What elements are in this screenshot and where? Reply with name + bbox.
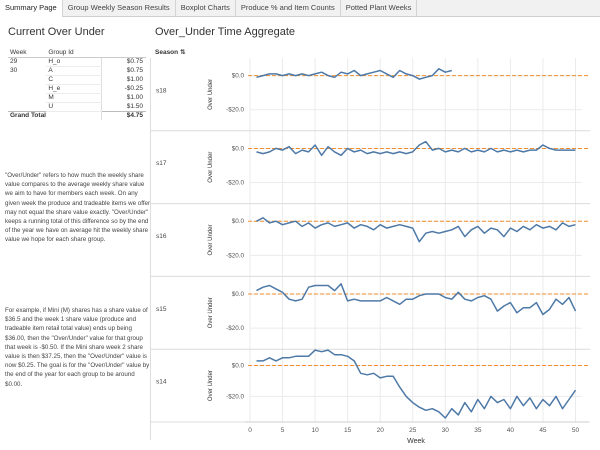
y-tick-label: $0.0 <box>232 363 245 370</box>
cell-week: 30 <box>10 67 18 74</box>
header-value <box>101 48 146 58</box>
tab-boxplot-charts[interactable]: Boxplot Charts <box>176 0 236 16</box>
tab-potted-plant-weeks[interactable]: Potted Plant Weeks <box>341 0 418 16</box>
tab-summary-page[interactable]: Summary Page <box>0 0 63 17</box>
y-tick-label: $0.0 <box>232 291 245 298</box>
sort-icon[interactable]: ⇅ <box>179 49 186 56</box>
table-header-row: Week Group Id <box>8 48 146 58</box>
x-tick-label: 0 <box>248 427 252 434</box>
cell-group: C <box>46 75 102 85</box>
over-under-description: "Over/Under" refers to how much the week… <box>5 172 151 244</box>
cell-group: H_o <box>46 57 102 67</box>
chart-title: Over_Under Time Aggregate <box>155 26 296 38</box>
x-tick-label: 25 <box>409 427 417 434</box>
cell-value: $0.75 <box>100 66 146 75</box>
y-tick-label: -$20.0 <box>226 180 244 187</box>
x-tick-label: 15 <box>344 427 352 434</box>
table-row[interactable]: M $1.00 <box>8 93 146 103</box>
series-line-s15 <box>256 283 577 316</box>
current-over-under-table: Week Group Id 29 H_o $0.75 30 A $0.75 C $1.00… <box>8 48 146 120</box>
left-panel: Current Over Under <box>8 26 148 38</box>
x-tick-label: 45 <box>539 427 547 434</box>
panel-s18: s18 Over Under $0.0 -$20.0 <box>150 68 590 132</box>
tab-group-weekly-season-results[interactable]: Group Weekly Season Results <box>63 0 176 16</box>
cell-value: -$0.25 <box>100 84 146 93</box>
cell-group: M <box>46 93 102 103</box>
panel-s17: s17 Over Under $0.0 -$20.0 <box>150 140 590 205</box>
x-tick-label: 5 <box>281 427 285 434</box>
panel-s14: s14 Over Under $0.0 -$20.0 <box>150 349 590 423</box>
tab-bar: Summary Page Group Weekly Season Results… <box>0 0 600 17</box>
cell-value: $1.50 <box>100 102 146 111</box>
tab-produce-item-counts[interactable]: Produce % and Item Counts <box>236 0 341 16</box>
y-tick-label: -$20.0 <box>226 325 244 332</box>
season-header[interactable]: Season ⇅ <box>155 48 185 56</box>
grand-total-value: $4.75 <box>100 110 146 120</box>
table-row[interactable]: 30 A $0.75 <box>8 66 146 76</box>
season-label: s14 <box>156 379 167 386</box>
cell-group: H_e <box>46 84 102 94</box>
series-line-s16 <box>256 217 576 243</box>
cell-value: $1.00 <box>100 75 146 84</box>
y-tick-label: -$20.0 <box>226 393 244 400</box>
y-tick-label: $0.0 <box>232 145 245 152</box>
season-label: s16 <box>156 233 167 240</box>
season-label: s18 <box>156 87 167 94</box>
y-axis-label: Over Under <box>208 79 214 110</box>
x-tick-label: 40 <box>507 427 515 434</box>
divider <box>150 58 151 440</box>
series-line-s18 <box>256 68 452 80</box>
grand-total-row[interactable]: Grand Total $4.75 <box>8 110 146 120</box>
series-line-s14 <box>256 349 577 419</box>
series-line-s17 <box>256 140 576 157</box>
table-row[interactable]: C $1.00 <box>8 75 146 85</box>
x-tick-label: 30 <box>442 427 450 434</box>
y-axis-label: Over Under <box>208 297 214 328</box>
cell-group: A <box>46 66 102 76</box>
x-tick-label: 35 <box>474 427 482 434</box>
y-axis-label: Over Under <box>208 152 214 183</box>
x-tick-label: 10 <box>311 427 319 434</box>
x-tick-label: 50 <box>572 427 580 434</box>
cell-value: $1.00 <box>100 93 146 102</box>
panel-s16: s16 Over Under $0.0 -$20.0 <box>150 217 590 277</box>
season-header-label: Season <box>155 49 179 56</box>
current-over-under-title: Current Over Under <box>8 26 105 38</box>
season-label: s15 <box>156 306 167 313</box>
y-axis-label: Over Under <box>208 224 214 255</box>
over-under-example: For example, if Mini (M) shares has a sh… <box>5 307 150 388</box>
panel-s15: s15 Over Under $0.0 -$20.0 <box>150 283 590 350</box>
y-tick-label: $0.0 <box>232 73 245 80</box>
table-row[interactable]: H_e -$0.25 <box>8 84 146 94</box>
header-week[interactable]: Week <box>8 48 47 58</box>
table-row[interactable]: 29 H_o $0.75 <box>8 57 146 67</box>
x-axis-label: Week <box>407 438 425 445</box>
y-tick-label: $0.0 <box>232 218 245 225</box>
y-tick-label: -$20.0 <box>226 252 244 259</box>
cell-week: 29 <box>10 58 18 66</box>
y-tick-label: -$20.0 <box>226 107 244 114</box>
cell-value: $0.75 <box>100 57 146 66</box>
x-tick-label: 20 <box>377 427 385 434</box>
season-label: s17 <box>156 160 167 167</box>
header-group-id[interactable]: Group Id <box>46 48 102 58</box>
y-axis-label: Over Under <box>208 370 214 401</box>
grand-total-label: Grand Total <box>8 110 102 120</box>
